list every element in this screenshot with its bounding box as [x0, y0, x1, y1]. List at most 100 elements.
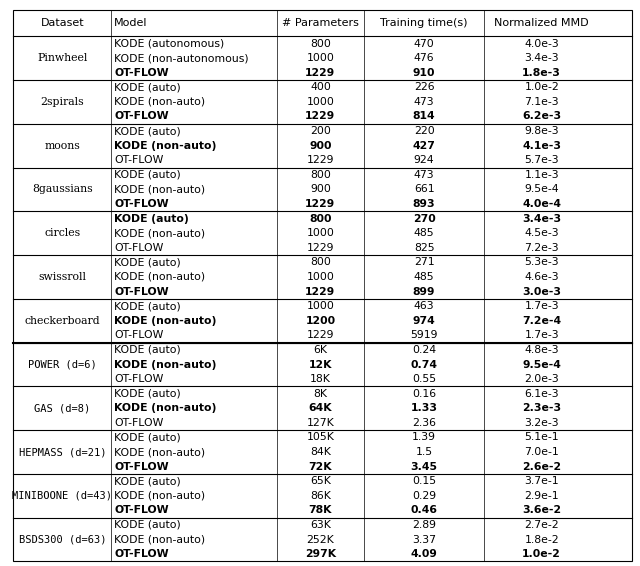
Text: 6.1e-3: 6.1e-3 — [524, 389, 559, 398]
Text: 127K: 127K — [307, 418, 334, 428]
Text: swissroll: swissroll — [38, 272, 86, 282]
Text: HEPMASS (d=21): HEPMASS (d=21) — [19, 447, 106, 457]
Text: 2.3e-3: 2.3e-3 — [522, 403, 561, 413]
Text: 8K: 8K — [314, 389, 328, 398]
Text: 473: 473 — [414, 170, 435, 180]
Text: 105K: 105K — [307, 432, 334, 443]
Text: moons: moons — [44, 140, 80, 151]
Text: 271: 271 — [414, 258, 435, 267]
Text: 0.29: 0.29 — [412, 491, 436, 501]
Text: OT-FLOW: OT-FLOW — [115, 155, 164, 165]
Text: GAS (d=8): GAS (d=8) — [34, 403, 90, 413]
Text: 4.1e-3: 4.1e-3 — [522, 140, 561, 151]
Text: OT-FLOW: OT-FLOW — [115, 243, 164, 253]
Text: OT-FLOW: OT-FLOW — [115, 199, 169, 209]
Text: 7.2e-3: 7.2e-3 — [524, 243, 559, 253]
Text: OT-FLOW: OT-FLOW — [115, 374, 164, 384]
Text: 4.09: 4.09 — [411, 549, 438, 559]
Text: 1.8e-3: 1.8e-3 — [522, 68, 561, 78]
Text: KODE (auto): KODE (auto) — [115, 432, 181, 443]
Text: MINIBOONE (d=43): MINIBOONE (d=43) — [12, 491, 112, 501]
Text: 800: 800 — [310, 38, 331, 49]
Text: 1.8e-2: 1.8e-2 — [524, 534, 559, 544]
Text: KODE (auto): KODE (auto) — [115, 213, 189, 224]
Text: 2spirals: 2spirals — [40, 97, 84, 107]
Text: 4.5e-3: 4.5e-3 — [524, 228, 559, 238]
Text: 800: 800 — [310, 258, 331, 267]
Text: OT-FLOW: OT-FLOW — [115, 549, 169, 559]
Text: KODE (auto): KODE (auto) — [115, 301, 181, 311]
Text: KODE (non-auto): KODE (non-auto) — [115, 534, 205, 544]
Text: 220: 220 — [413, 126, 435, 136]
Text: 200: 200 — [310, 126, 331, 136]
Text: Training time(s): Training time(s) — [380, 18, 468, 28]
Text: 800: 800 — [309, 213, 332, 224]
Text: 1.33: 1.33 — [411, 403, 438, 413]
Text: 1229: 1229 — [307, 155, 334, 165]
Text: KODE (auto): KODE (auto) — [115, 389, 181, 398]
Text: KODE (non-auto): KODE (non-auto) — [115, 491, 205, 501]
Text: Dataset: Dataset — [40, 18, 84, 28]
Text: 476: 476 — [414, 53, 435, 63]
Text: 661: 661 — [414, 185, 435, 195]
Text: OT-FLOW: OT-FLOW — [115, 331, 164, 340]
Text: 3.0e-3: 3.0e-3 — [522, 286, 561, 297]
Text: KODE (auto): KODE (auto) — [115, 345, 181, 355]
Text: 64K: 64K — [308, 403, 332, 413]
Text: 5.1e-1: 5.1e-1 — [524, 432, 559, 443]
Text: 1229: 1229 — [305, 286, 335, 297]
Text: 485: 485 — [414, 272, 435, 282]
Text: 473: 473 — [414, 97, 435, 107]
Text: 900: 900 — [310, 185, 331, 195]
Text: 485: 485 — [414, 228, 435, 238]
Text: 1.0e-2: 1.0e-2 — [522, 549, 561, 559]
Text: 7.2e-4: 7.2e-4 — [522, 316, 561, 326]
Text: BSDS300 (d=63): BSDS300 (d=63) — [19, 534, 106, 544]
Text: KODE (non-autonomous): KODE (non-autonomous) — [115, 53, 249, 63]
Text: 6K: 6K — [314, 345, 328, 355]
Text: 910: 910 — [413, 68, 435, 78]
Text: 252K: 252K — [307, 534, 334, 544]
Text: 800: 800 — [310, 170, 331, 180]
Text: 5.3e-3: 5.3e-3 — [524, 258, 559, 267]
Text: 1.0e-2: 1.0e-2 — [524, 82, 559, 92]
Text: circles: circles — [44, 228, 81, 238]
Text: 0.15: 0.15 — [412, 476, 436, 486]
Text: 4.0e-4: 4.0e-4 — [522, 199, 561, 209]
Text: 974: 974 — [413, 316, 435, 326]
Text: 7.1e-3: 7.1e-3 — [524, 97, 559, 107]
Text: 825: 825 — [414, 243, 435, 253]
Text: 86K: 86K — [310, 491, 331, 501]
Text: 3.45: 3.45 — [411, 462, 438, 471]
Text: 2.6e-2: 2.6e-2 — [522, 462, 561, 471]
Text: KODE (autonomous): KODE (autonomous) — [115, 38, 225, 49]
Text: KODE (non-auto): KODE (non-auto) — [115, 359, 217, 370]
Text: OT-FLOW: OT-FLOW — [115, 68, 169, 78]
Text: 893: 893 — [413, 199, 435, 209]
Text: 0.55: 0.55 — [412, 374, 436, 384]
Text: 427: 427 — [413, 140, 436, 151]
Text: 1229: 1229 — [305, 199, 335, 209]
Text: 3.7e-1: 3.7e-1 — [524, 476, 559, 486]
Text: 1.7e-3: 1.7e-3 — [524, 331, 559, 340]
Text: 1000: 1000 — [307, 228, 334, 238]
Text: KODE (auto): KODE (auto) — [115, 170, 181, 180]
Text: 1229: 1229 — [307, 243, 334, 253]
Text: 463: 463 — [414, 301, 435, 311]
Text: 400: 400 — [310, 82, 331, 92]
Text: OT-FLOW: OT-FLOW — [115, 112, 169, 122]
Text: KODE (auto): KODE (auto) — [115, 476, 181, 486]
Text: KODE (non-auto): KODE (non-auto) — [115, 403, 217, 413]
Text: 2.36: 2.36 — [412, 418, 436, 428]
Text: KODE (non-auto): KODE (non-auto) — [115, 316, 217, 326]
Text: 2.89: 2.89 — [412, 520, 436, 530]
Text: 9.8e-3: 9.8e-3 — [524, 126, 559, 136]
Text: 4.0e-3: 4.0e-3 — [524, 38, 559, 49]
Text: 1229: 1229 — [305, 68, 335, 78]
Text: 5919: 5919 — [410, 331, 438, 340]
Text: 1000: 1000 — [307, 97, 334, 107]
Text: 3.37: 3.37 — [412, 534, 436, 544]
Text: Pinwheel: Pinwheel — [37, 53, 88, 63]
Text: 1200: 1200 — [305, 316, 335, 326]
Text: 0.24: 0.24 — [412, 345, 436, 355]
